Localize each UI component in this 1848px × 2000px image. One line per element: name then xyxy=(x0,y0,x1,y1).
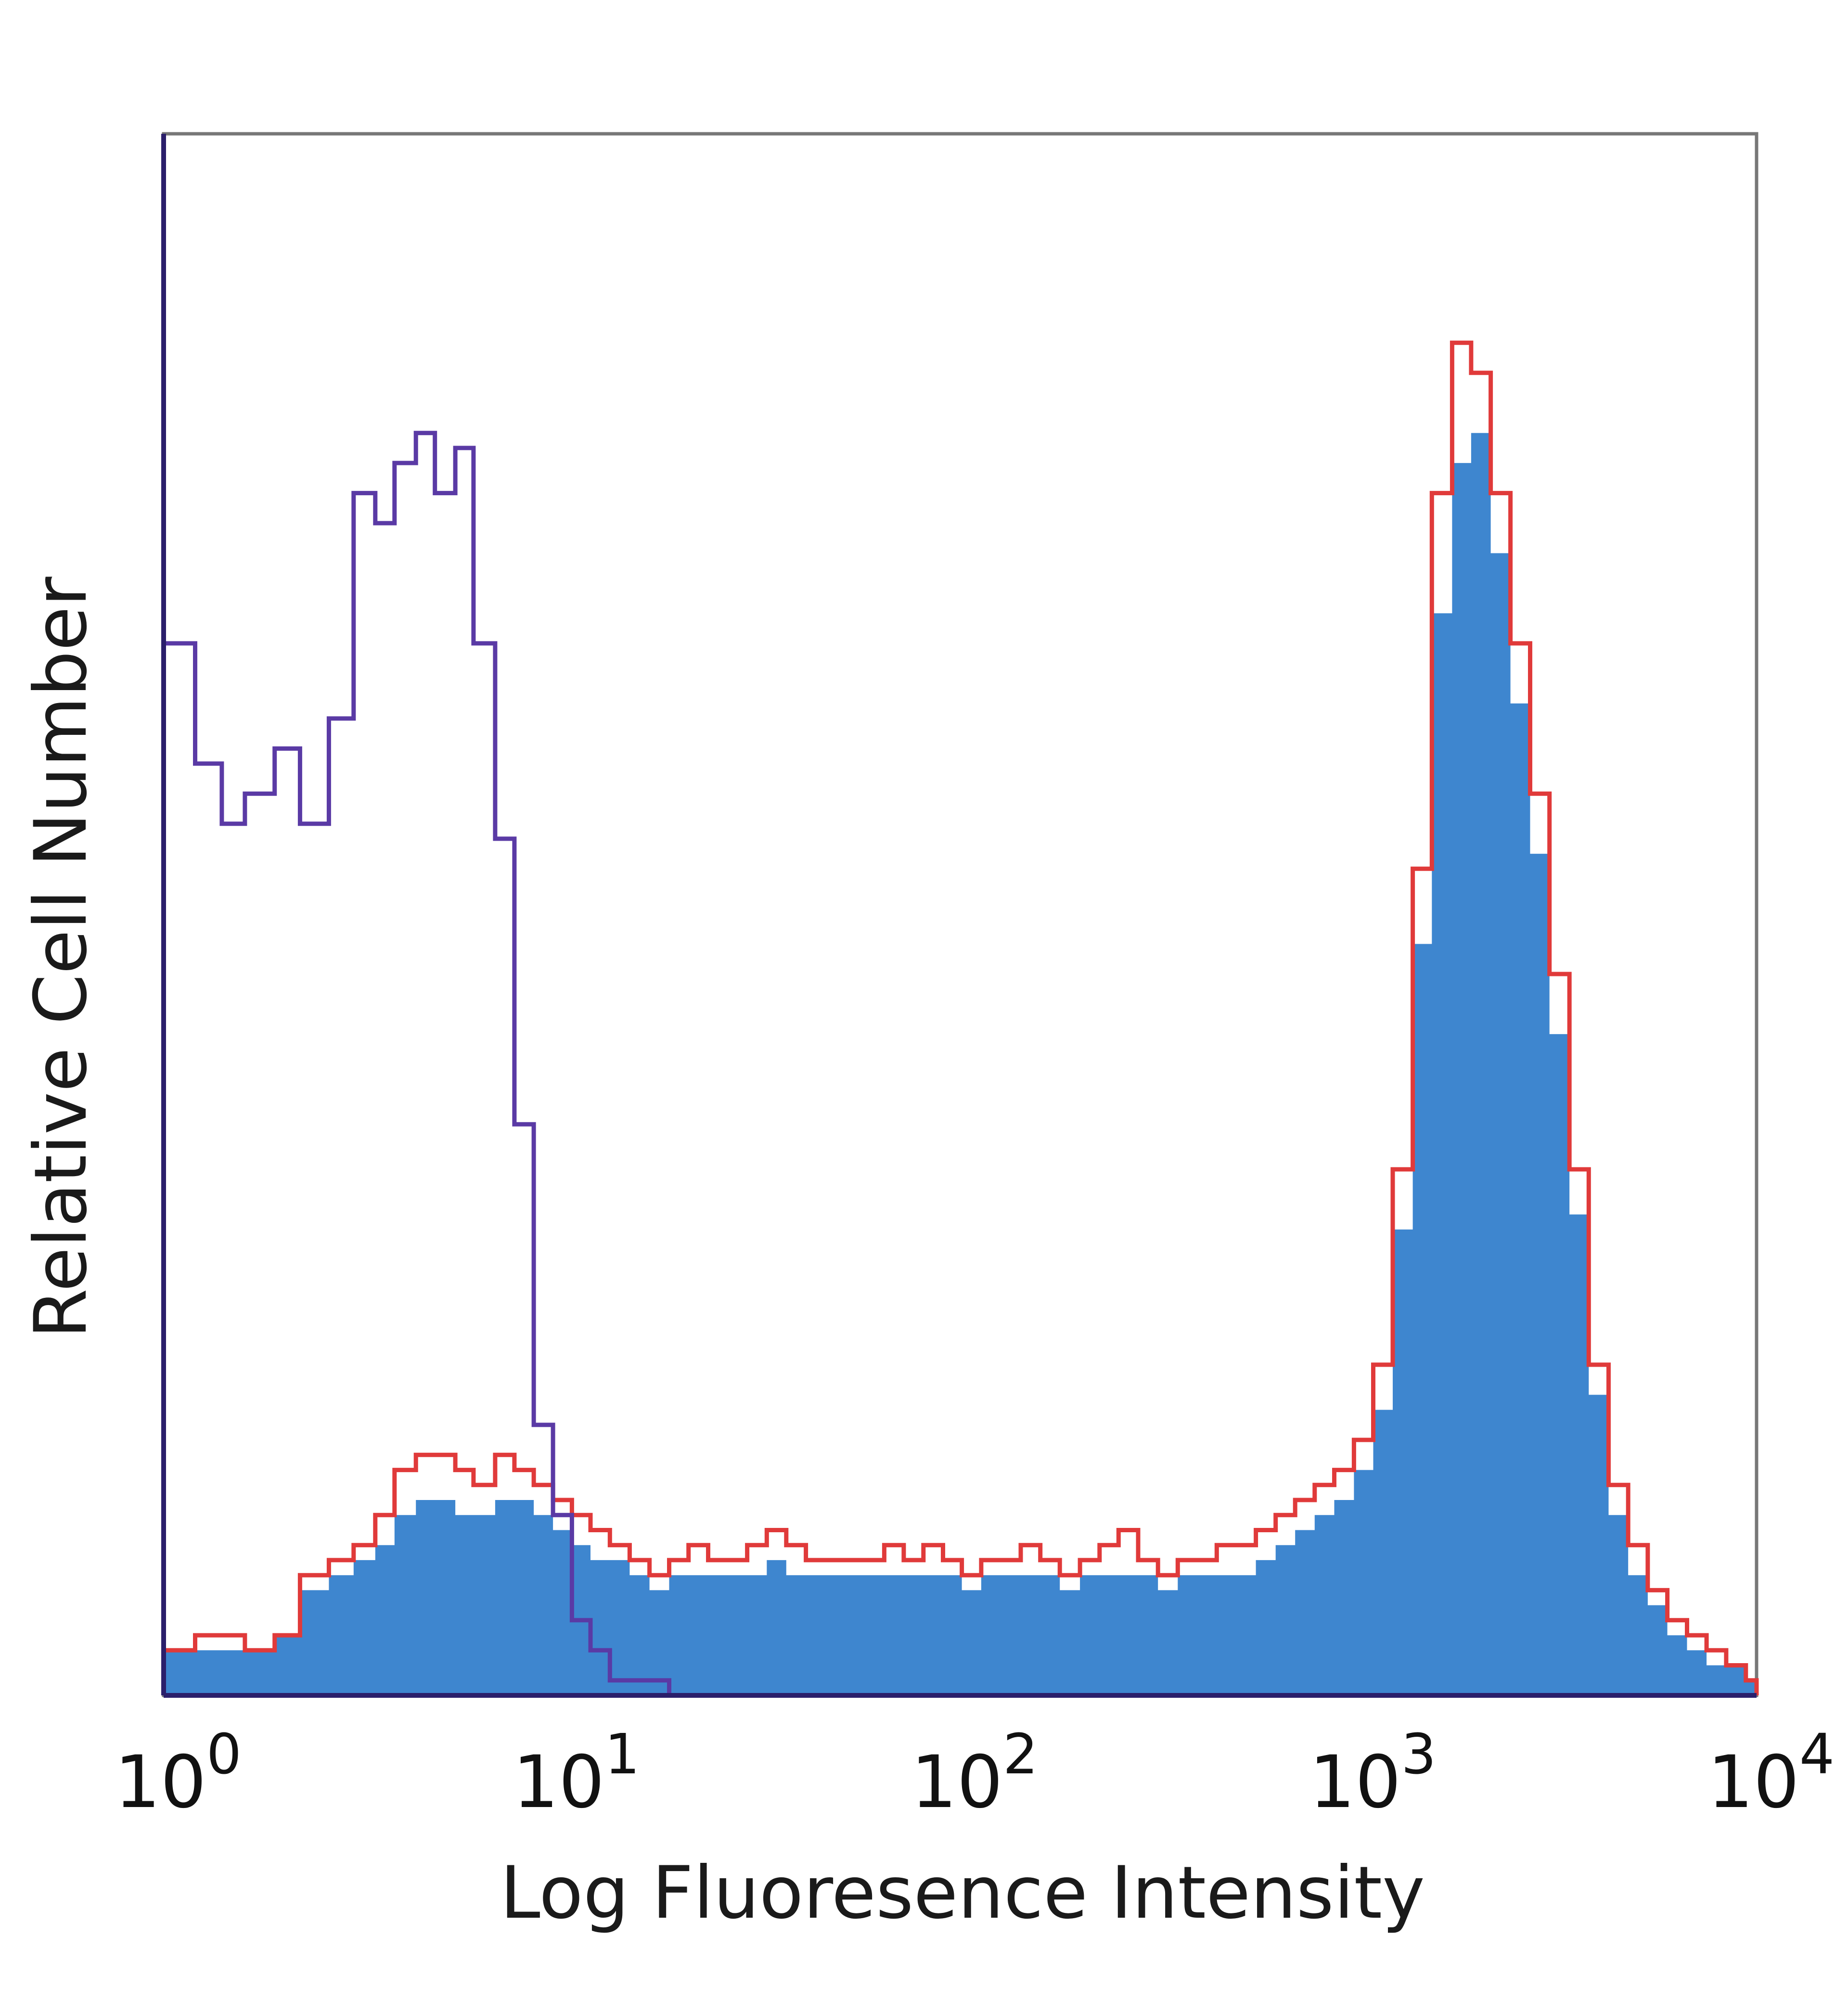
y-axis-title: Relative Cell Number xyxy=(19,577,103,1339)
x-tick-labels: 100 101 102 103 104 xyxy=(115,1722,1835,1824)
histogram-series-2 xyxy=(164,433,1757,1696)
x-tick-label-2: 102 xyxy=(911,1722,1038,1824)
histogram-series-1 xyxy=(164,340,1759,1695)
x-tick-label-3: 103 xyxy=(1309,1722,1436,1824)
x-tick-label-0: 100 xyxy=(115,1722,242,1824)
plot-area xyxy=(161,132,1759,1698)
x-tick-label-4: 104 xyxy=(1707,1722,1835,1824)
x-axis-title: Log Fluoresence Intensity xyxy=(500,1851,1425,1935)
x-tick-label-1: 101 xyxy=(513,1722,640,1824)
